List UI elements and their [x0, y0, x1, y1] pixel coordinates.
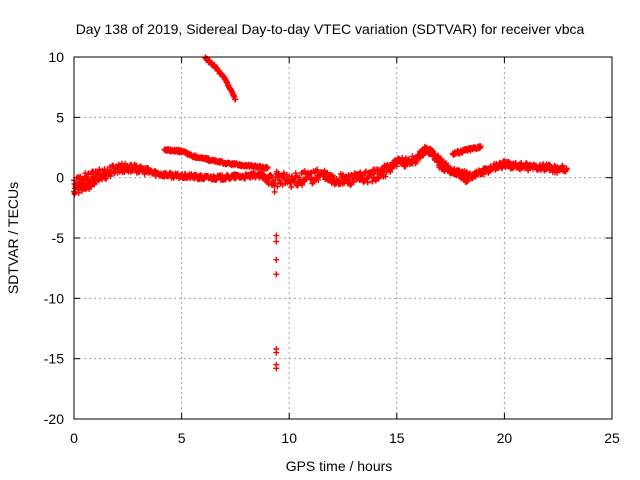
data-point	[315, 177, 322, 184]
data-point	[368, 170, 375, 177]
data-point	[301, 168, 308, 175]
data-point	[271, 188, 278, 195]
data-point	[72, 189, 79, 196]
data-point	[273, 365, 280, 372]
x-tick-label: 10	[281, 430, 297, 446]
x-tick-label: 15	[389, 430, 405, 446]
data-point	[273, 232, 280, 239]
x-axis-label: GPS time / hours	[286, 458, 393, 474]
data-point	[273, 238, 280, 245]
data-point	[393, 163, 400, 170]
data-point	[292, 170, 299, 177]
data-point	[477, 143, 484, 150]
series-lower-track-early-	[71, 171, 101, 196]
data-point	[94, 172, 101, 179]
y-tick-label: -15	[44, 351, 64, 367]
series-upper-arc	[161, 146, 271, 172]
data-point	[340, 171, 346, 178]
data-point	[563, 166, 570, 173]
series-descending-segment	[202, 54, 239, 103]
data-point	[329, 172, 336, 179]
y-tick-label: 10	[48, 49, 64, 65]
data-point	[387, 168, 394, 175]
data-point	[369, 178, 376, 185]
data-point	[268, 173, 275, 180]
y-tick-label: -10	[44, 290, 64, 306]
y-tick-label: 5	[56, 109, 64, 125]
data-point	[274, 183, 281, 190]
data-point	[99, 176, 105, 183]
data-point	[273, 256, 280, 263]
plot-frame	[73, 56, 613, 420]
x-tick-label: 5	[178, 430, 186, 446]
series-late-segment	[449, 143, 484, 158]
series-late-arc	[426, 146, 471, 185]
data-point	[264, 165, 271, 171]
data-point	[84, 184, 91, 191]
data-point	[273, 271, 280, 278]
series-main-track	[71, 143, 570, 198]
data-point	[232, 96, 239, 103]
x-tick-label: 20	[497, 430, 513, 446]
data-point	[314, 166, 321, 173]
chart-title: Day 138 of 2019, Sidereal Day-to-day VTE…	[76, 21, 585, 37]
data-point	[559, 162, 566, 169]
data-point	[364, 179, 371, 186]
data-points	[71, 54, 570, 372]
series-outliers	[273, 232, 280, 372]
grid-lines	[74, 57, 612, 419]
data-point	[546, 161, 553, 168]
data-point	[96, 166, 103, 173]
y-axis-label: SDTVAR / TECUs	[5, 182, 21, 294]
data-point	[382, 173, 389, 180]
data-point	[288, 184, 295, 190]
y-tick-label: -5	[52, 230, 65, 246]
axis-ticks: 0 5 10 15 20 25 -20 -15 -10 -5 0 5 10	[44, 49, 620, 446]
data-point	[464, 178, 471, 185]
y-tick-label: 0	[56, 170, 64, 186]
data-point	[273, 349, 280, 356]
data-point	[481, 171, 487, 177]
y-tick-label: -20	[44, 411, 64, 427]
x-tick-label: 0	[70, 430, 78, 446]
x-tick-label: 25	[604, 430, 620, 446]
